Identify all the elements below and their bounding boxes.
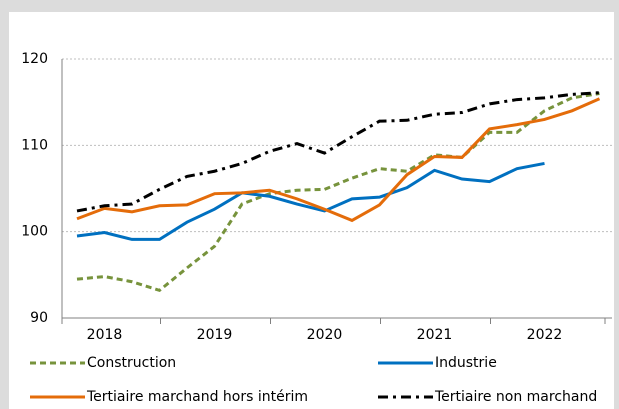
y-tick-label: 100 [21,224,48,240]
x-tick-label: 2021 [417,327,453,343]
line-series [76,161,545,241]
legend-label: Construction [87,355,176,371]
x-tick-label: 2020 [307,327,343,343]
x-tick-label: 2022 [527,327,563,343]
x-tick-label: 2018 [87,327,123,343]
legend-label: Industrie [435,355,497,371]
x-tick-label: 2019 [197,327,233,343]
y-tick-label: 120 [21,51,48,67]
y-tick-label: 110 [21,137,48,153]
line-series [76,91,600,213]
legend-label: Tertiaire marchand hors intérim [86,389,308,405]
line-series [76,97,601,223]
line-series [76,92,600,293]
y-tick-label: 90 [30,310,48,326]
legend-label: Tertiaire non marchand [434,389,597,405]
